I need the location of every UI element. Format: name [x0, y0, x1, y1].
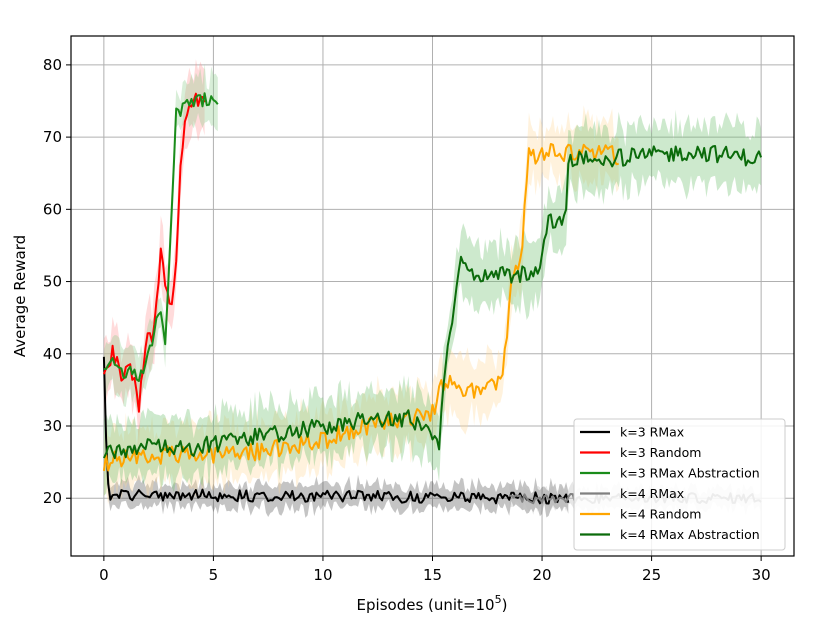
y-tick-label: 20	[43, 489, 62, 507]
x-tick-label: 5	[209, 566, 219, 584]
legend-label: k=3 RMax Abstraction	[620, 466, 760, 481]
x-tick-label: 25	[642, 566, 661, 584]
legend-label: k=4 Random	[620, 507, 701, 522]
y-axis-title: Average Reward	[11, 235, 29, 357]
legend: k=3 RMax k=3 Random k=3 RMax Abstraction k=…	[573, 418, 786, 551]
x-tick-label: 15	[423, 566, 442, 584]
line-k-3-rmax-abstraction	[103, 92, 219, 382]
legend-box	[573, 418, 786, 551]
line-k-4-rmax-abstraction	[102, 145, 763, 460]
legend-label: k=4 RMax Abstraction	[620, 527, 760, 542]
y-tick-label: 40	[43, 345, 62, 363]
y-tick-label: 60	[43, 200, 62, 218]
x-tick-label: 20	[532, 566, 551, 584]
line-k-3-rmax	[102, 356, 570, 505]
y-tick-label: 30	[43, 417, 62, 435]
line-k-3-random	[102, 92, 206, 413]
y-tick-label: 80	[43, 56, 62, 74]
x-axis-ticks: 0 5 10 15 20 25 30	[99, 556, 771, 584]
x-axis-title: Episodes (unit=105)	[357, 593, 508, 614]
line-k-4-random	[102, 143, 619, 472]
series-lines	[102, 92, 763, 505]
y-axis-ticks: 20 30 40 50 60 70 80	[43, 56, 71, 507]
x-tick-label: 30	[752, 566, 771, 584]
band-k-3-random	[103, 59, 205, 447]
legend-label: k=4 RMax	[620, 486, 684, 501]
band-k-4-random	[103, 105, 619, 505]
x-tick-label: 10	[313, 566, 332, 584]
legend-label: k=3 RMax	[620, 425, 684, 440]
legend-label: k=3 Random	[620, 445, 701, 460]
band-k-4-rmax-abstraction	[103, 109, 762, 496]
x-tick-label: 0	[99, 566, 109, 584]
y-tick-label: 70	[43, 128, 62, 146]
y-tick-label: 50	[43, 273, 62, 291]
